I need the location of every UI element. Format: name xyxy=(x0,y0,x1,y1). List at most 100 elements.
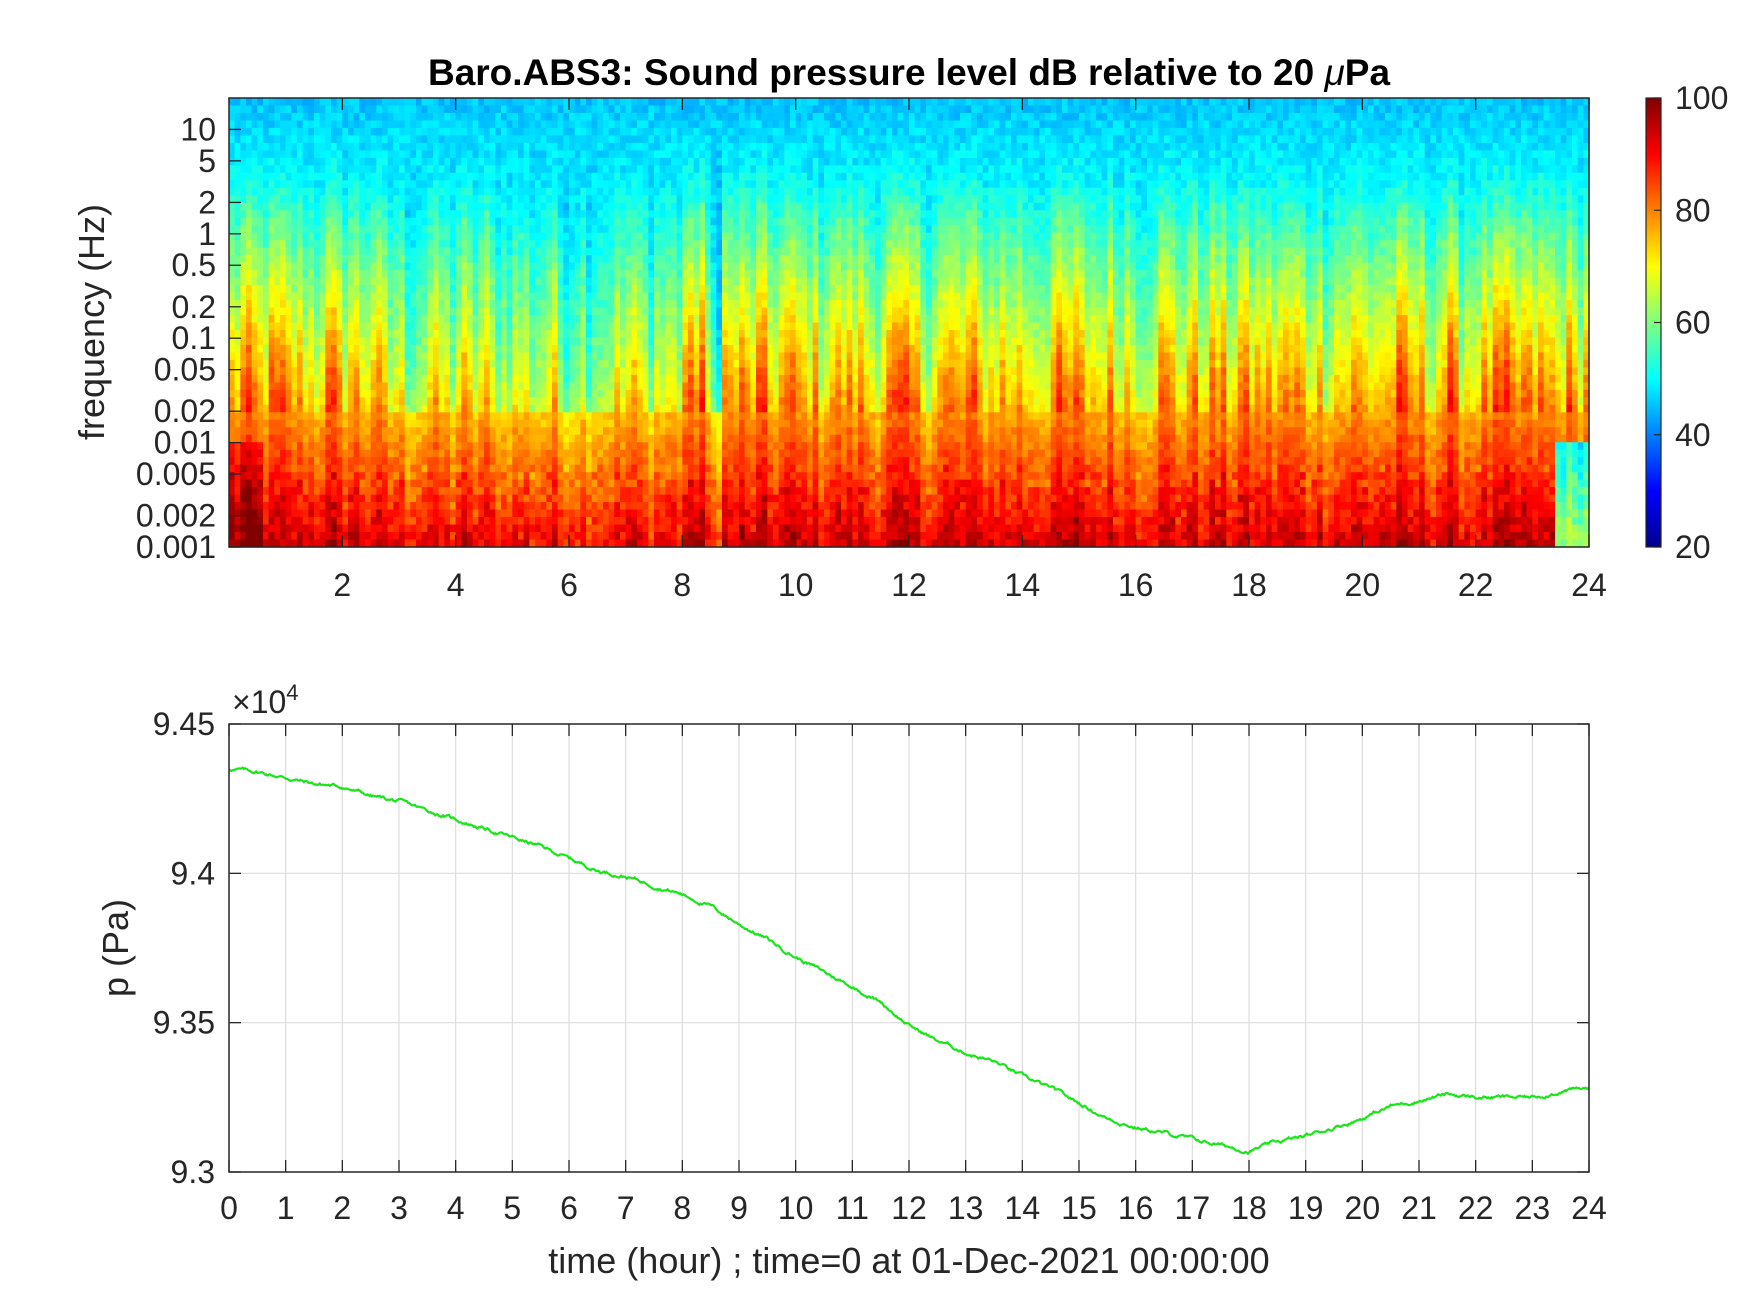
heatmap-cell xyxy=(376,150,383,159)
heatmap-cell xyxy=(331,172,338,181)
heatmap-cell xyxy=(387,344,394,354)
heatmap-cell xyxy=(319,120,326,129)
heatmap-cell xyxy=(285,494,292,503)
heatmap-cell xyxy=(268,464,275,473)
heatmap-cell xyxy=(461,532,468,541)
heatmap-cell xyxy=(597,539,604,548)
heatmap-cell xyxy=(365,494,372,503)
heatmap-cell xyxy=(523,315,530,324)
heatmap-cell xyxy=(359,120,366,129)
heatmap-cell xyxy=(427,367,434,376)
heatmap-cell xyxy=(376,232,383,241)
heatmap-cell xyxy=(450,457,457,466)
heatmap-cell xyxy=(591,404,598,413)
heatmap-cell xyxy=(251,112,258,122)
heatmap-cell xyxy=(620,532,627,541)
heatmap-cell xyxy=(297,464,304,473)
heatmap-cell xyxy=(285,352,292,361)
heatmap-cell xyxy=(234,187,241,196)
heatmap-cell xyxy=(501,479,508,488)
heatmap-cell xyxy=(603,487,610,496)
heatmap-cell xyxy=(693,397,700,406)
heatmap-cell xyxy=(342,404,349,413)
heatmap-cell xyxy=(489,382,496,391)
heatmap-cell xyxy=(274,322,281,331)
heatmap-cell xyxy=(546,404,553,413)
heatmap-cell xyxy=(546,285,553,294)
heatmap-cell xyxy=(274,195,281,204)
heatmap-cell xyxy=(637,539,644,548)
heatmap-cell xyxy=(438,494,445,503)
heatmap-cell xyxy=(319,367,326,376)
heatmap-cell xyxy=(625,98,632,107)
heatmap-cell xyxy=(461,464,468,473)
heatmap-cell xyxy=(302,127,309,137)
heatmap-cell xyxy=(540,472,547,481)
heatmap-cell xyxy=(325,532,332,541)
heatmap-cell xyxy=(665,419,672,428)
heatmap-cell xyxy=(501,532,508,541)
heatmap-cell xyxy=(285,412,292,421)
heatmap-cell xyxy=(625,442,632,451)
heatmap-cell xyxy=(620,307,627,316)
heatmap-cell xyxy=(365,172,372,181)
heatmap-cell xyxy=(648,344,655,354)
heatmap-cell xyxy=(631,359,638,368)
heatmap-cell xyxy=(603,142,610,151)
heatmap-cell xyxy=(484,120,491,129)
heatmap-cell xyxy=(404,344,411,354)
heatmap-cell xyxy=(478,532,485,541)
heatmap-cell xyxy=(648,270,655,279)
heatmap-cell xyxy=(569,98,576,107)
heatmap-cell xyxy=(506,464,513,473)
heatmap-cell xyxy=(319,472,326,481)
heatmap-cell xyxy=(637,195,644,204)
heatmap-cell xyxy=(302,449,309,458)
heatmap-cell xyxy=(586,419,593,428)
heatmap-cell xyxy=(603,120,610,129)
heatmap-cell xyxy=(620,524,627,533)
heatmap-cell xyxy=(291,292,298,301)
heatmap-cell xyxy=(693,127,700,137)
heatmap-cell xyxy=(603,367,610,376)
heatmap-cell xyxy=(540,389,547,398)
heatmap-cell xyxy=(450,479,457,488)
heatmap-cell xyxy=(489,105,496,114)
heatmap-cell xyxy=(274,262,281,271)
heatmap-cell xyxy=(625,270,632,279)
heatmap-cell xyxy=(410,172,417,181)
heatmap-cell xyxy=(699,98,706,107)
heatmap-cell xyxy=(257,172,264,181)
heatmap-cell xyxy=(280,292,287,301)
heatmap-cell xyxy=(370,247,377,256)
heatmap-cell xyxy=(229,532,236,541)
heatmap-cell xyxy=(631,202,638,211)
heatmap-cell xyxy=(614,359,621,368)
heatmap-cell xyxy=(387,509,394,518)
heatmap-cell xyxy=(438,210,445,219)
heatmap-cell xyxy=(693,270,700,279)
heatmap-cell xyxy=(348,307,355,316)
heatmap-cell xyxy=(421,509,428,518)
heatmap-cell xyxy=(484,135,491,144)
heatmap-cell xyxy=(540,449,547,458)
heatmap-cell xyxy=(421,532,428,541)
heatmap-cell xyxy=(671,344,678,354)
heatmap-cell xyxy=(297,142,304,151)
heatmap-cell xyxy=(263,142,270,151)
heatmap-cell xyxy=(614,105,621,114)
heatmap-cell xyxy=(625,322,632,331)
heatmap-cell xyxy=(506,142,513,151)
heatmap-cell xyxy=(280,427,287,436)
heatmap-cell xyxy=(586,202,593,211)
heatmap-cell xyxy=(399,120,406,129)
heatmap-cell xyxy=(342,120,349,129)
heatmap-cell xyxy=(336,240,343,249)
heatmap-cell xyxy=(484,322,491,331)
heatmap-cell xyxy=(484,509,491,518)
heatmap-cell xyxy=(450,524,457,533)
heatmap-cell xyxy=(319,105,326,114)
heatmap-cell xyxy=(302,187,309,196)
heatmap-cell xyxy=(336,487,343,496)
heatmap-cell xyxy=(342,202,349,211)
